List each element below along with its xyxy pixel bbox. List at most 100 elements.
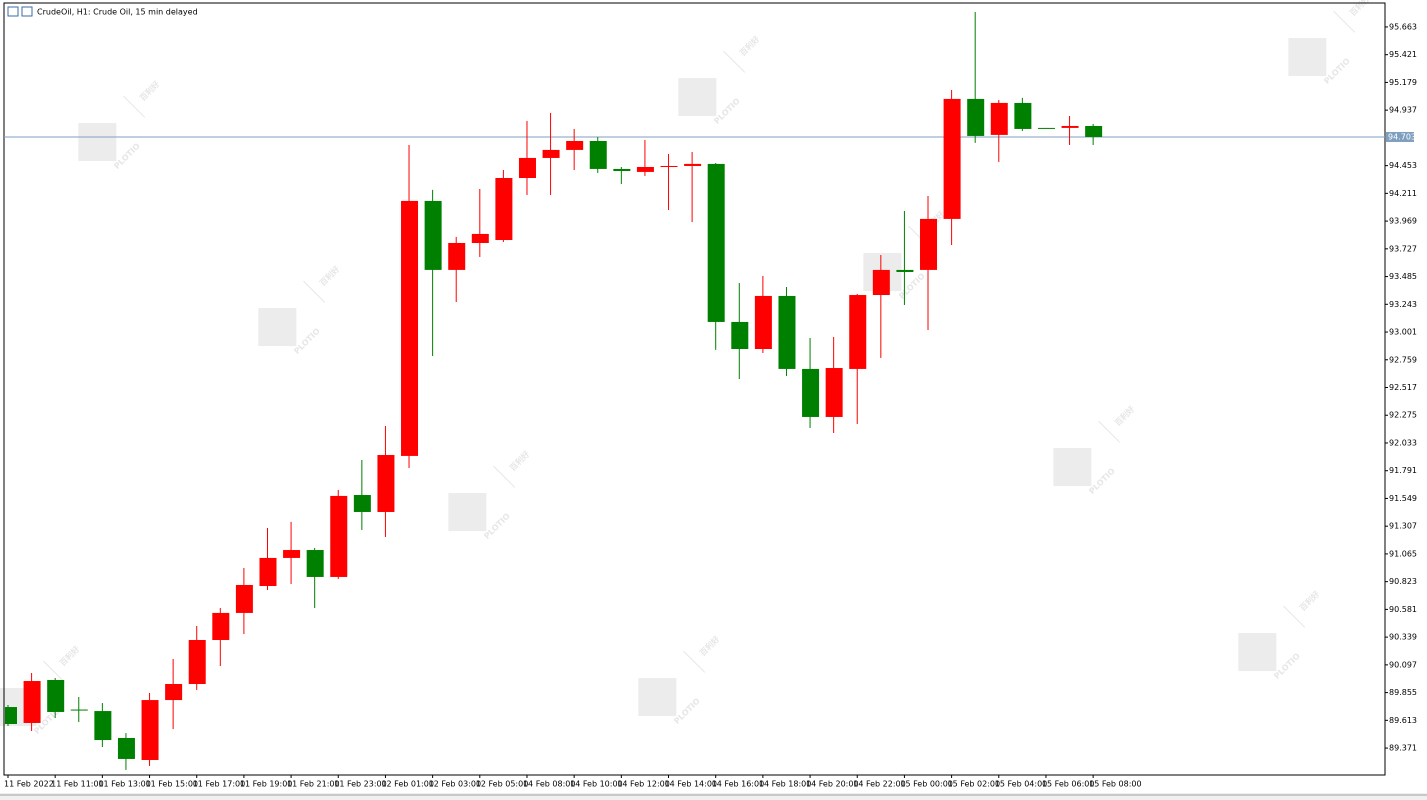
candle-body (1037, 127, 1055, 129)
candle-body (872, 269, 890, 296)
candle-body (1014, 102, 1032, 129)
candle-body (990, 102, 1008, 135)
x-tick-label: 14 Feb 14:00 (665, 780, 717, 789)
x-tick-label: 12 Feb 01:00 (381, 780, 433, 789)
candle-body (566, 140, 584, 150)
candle-body (920, 218, 938, 270)
candle-body (94, 711, 112, 741)
y-tick-label: 95.179 (1389, 78, 1417, 87)
y-tick-label: 90.581 (1389, 605, 1417, 614)
candle-body (660, 165, 678, 168)
candle-body (424, 200, 442, 270)
candle-body (70, 709, 88, 711)
watermark-logo (78, 123, 117, 162)
x-tick-label: 14 Feb 18:00 (759, 780, 811, 789)
candle-body (495, 178, 513, 241)
icon (21, 6, 33, 17)
x-tick-label: 12 Feb 03:00 (429, 780, 481, 789)
watermark-divider (43, 660, 66, 683)
candle-body (613, 168, 631, 172)
watermark-logo (448, 493, 487, 532)
x-tick-label: 12 Feb 05:00 (476, 780, 528, 789)
icon (7, 6, 19, 17)
watermark-divider (493, 465, 516, 488)
y-tick-label: 94.937 (1389, 106, 1417, 115)
watermark-logo (1288, 38, 1327, 77)
y-tick-label: 92.759 (1389, 355, 1417, 364)
x-tick-label: 11 Feb 19:00 (240, 780, 292, 789)
candle-body (47, 679, 65, 712)
watermark-divider (1098, 420, 1121, 443)
y-tick-label: 90.097 (1389, 660, 1417, 669)
x-tick-label: 11 Feb 21:00 (287, 780, 339, 789)
candle-body (306, 550, 324, 577)
candle-body (401, 200, 419, 456)
y-tick-label: 94.453 (1389, 161, 1417, 170)
candle-body (377, 455, 395, 512)
x-tick-label: 15 Feb 02:00 (948, 780, 1000, 789)
watermark-logo (1238, 633, 1277, 672)
y-tick-label: 93.001 (1389, 328, 1417, 337)
candle-body (353, 495, 371, 512)
candle-body (235, 584, 253, 613)
candle-body (330, 495, 348, 577)
candle-body (967, 98, 985, 136)
candle-body (212, 612, 230, 640)
candle-body (1085, 125, 1103, 137)
x-tick-label: 11 Feb 23:00 (334, 780, 386, 789)
candle-body (849, 295, 867, 369)
x-tick-label: 11 Feb 11:00 (51, 780, 103, 789)
x-tick-label: 15 Feb 06:00 (1042, 780, 1094, 789)
x-tick-label: 15 Feb 04:00 (995, 780, 1047, 789)
y-tick-label: 89.613 (1389, 716, 1417, 725)
candle-body (518, 157, 536, 179)
candle-body (5, 707, 17, 724)
y-tick-label: 90.339 (1389, 633, 1417, 642)
title-bar: CrudeOil, H1: Crude Oil, 15 min delayed (7, 6, 198, 17)
candle-body (165, 684, 183, 701)
candle-body (259, 557, 277, 587)
x-tick-label: 14 Feb 12:00 (617, 780, 669, 789)
watermark-divider (683, 650, 706, 673)
y-tick-label: 90.823 (1389, 577, 1417, 586)
y-tick-label: 91.307 (1389, 522, 1417, 531)
watermark-logo (638, 678, 677, 717)
x-tick-label: 11 Feb 2022 (4, 780, 54, 789)
tab-bar (0, 793, 1427, 800)
y-tick-label: 93.485 (1389, 272, 1417, 281)
y-tick-label: 93.243 (1389, 300, 1417, 309)
current-price-box (1386, 131, 1414, 142)
x-tick-label: 14 Feb 10:00 (570, 780, 622, 789)
candles (5, 11, 1103, 770)
x-tick-label: 11 Feb 13:00 (98, 780, 150, 789)
candle-body (542, 149, 560, 158)
candle-body (188, 639, 206, 685)
y-tick-label: 95.663 (1389, 22, 1417, 31)
candle-body (943, 98, 961, 219)
y-tick-label: 92.033 (1389, 438, 1417, 447)
candle-body (684, 163, 702, 166)
y-tick-label: 93.727 (1389, 244, 1417, 253)
candle-body (802, 368, 820, 417)
candle-body (283, 550, 301, 558)
x-tick-label: 11 Feb 17:00 (193, 780, 245, 789)
watermark-divider (123, 95, 146, 118)
watermark-divider (723, 50, 746, 73)
y-tick-label: 91.549 (1389, 494, 1417, 503)
y-tick-label: 95.421 (1389, 50, 1417, 59)
y-tick-label: 89.371 (1389, 744, 1417, 753)
candle-body (754, 295, 772, 350)
candle-body (778, 295, 796, 369)
chart-title: CrudeOil, H1: Crude Oil, 15 min delayed (37, 8, 198, 17)
x-tick-label: 11 Feb 15:00 (146, 780, 198, 789)
watermark-logo (678, 78, 717, 117)
x-tick-label: 14 Feb 22:00 (853, 780, 905, 789)
candle-body (825, 368, 843, 417)
candle-body (1061, 125, 1079, 128)
candle-body (23, 681, 41, 723)
candle-body (896, 269, 914, 272)
watermark-divider (303, 280, 326, 303)
